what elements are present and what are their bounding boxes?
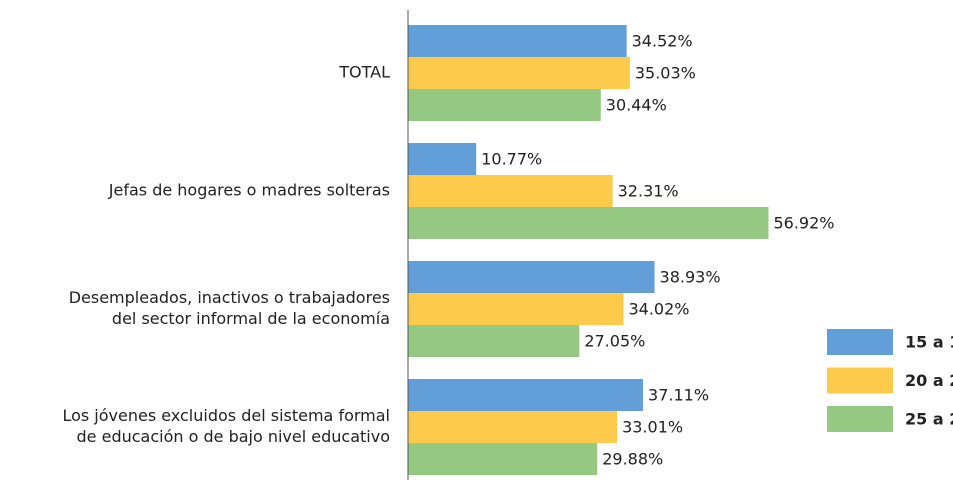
category-label: Desempleados, inactivos o trabajadores <box>69 288 390 307</box>
bar <box>408 57 630 89</box>
bar <box>408 411 618 443</box>
bar <box>408 325 580 357</box>
legend-label: 20 a 24 <box>905 371 953 390</box>
legend-swatch <box>827 329 893 355</box>
bar <box>408 207 769 239</box>
bar <box>408 379 644 411</box>
legend-label: 15 a 19 <box>905 333 953 352</box>
value-label: 35.03% <box>635 64 696 83</box>
value-label: 37.11% <box>648 386 709 405</box>
legend-swatch <box>827 406 893 432</box>
value-label: 38.93% <box>660 268 721 287</box>
bar <box>408 25 627 57</box>
value-label: 30.44% <box>606 96 667 115</box>
bar <box>408 261 655 293</box>
value-label: 32.31% <box>618 182 679 201</box>
value-label: 56.92% <box>773 214 834 233</box>
value-label: 10.77% <box>481 150 542 169</box>
value-label: 27.05% <box>584 332 645 351</box>
legend-swatch <box>827 367 893 394</box>
category-label: del sector informal de la economía <box>112 309 390 328</box>
value-label: 34.52% <box>632 32 693 51</box>
bar <box>408 143 477 175</box>
category-label: Los jóvenes excluidos del sistema formal <box>62 406 390 425</box>
bar <box>408 443 598 475</box>
category-label: de educación o de bajo nivel educativo <box>77 427 390 446</box>
bar <box>408 175 613 207</box>
bar <box>408 89 601 121</box>
legend-label: 25 a 29 <box>905 410 953 429</box>
bar <box>408 293 624 325</box>
category-label: TOTAL <box>338 63 390 82</box>
value-label: 33.01% <box>622 418 683 437</box>
category-label: Jefas de hogares o madres solteras <box>108 181 390 200</box>
value-label: 34.02% <box>628 300 689 319</box>
value-label: 29.88% <box>602 450 663 469</box>
